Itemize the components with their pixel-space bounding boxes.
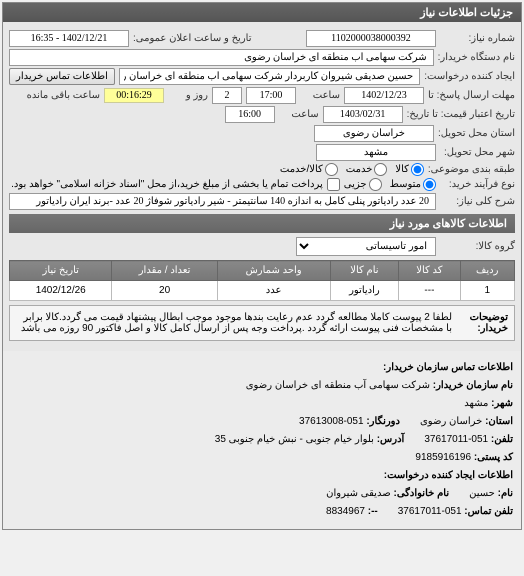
contact-org: شرکت سهامی آب منطقه ای خراسان رضوی bbox=[246, 380, 430, 391]
days-label: روز و bbox=[168, 90, 208, 101]
purchase-opt-1: جزیی bbox=[344, 179, 367, 190]
contact-addr: بلوار خیام جنوبی - نبش خیام جنوبی 35 bbox=[215, 434, 374, 445]
contact-postal-label: کد پستی: bbox=[474, 452, 513, 463]
cell-row: 1 bbox=[460, 281, 514, 301]
cell-qty: 20 bbox=[112, 281, 217, 301]
contact-org-label: نام سازمان خریدار: bbox=[433, 380, 513, 391]
delivery-state-input[interactable] bbox=[314, 125, 434, 142]
creator-int: 8834967 bbox=[326, 506, 365, 517]
description-label: توضیحات خریدار: bbox=[458, 312, 508, 334]
description-box: توضیحات خریدار: لطفا 2 پیوست کاملا مطالع… bbox=[9, 305, 515, 341]
response-time-input[interactable] bbox=[246, 87, 296, 104]
purchase-radio-1[interactable] bbox=[423, 178, 436, 191]
purchase-radio-minor[interactable]: جزیی bbox=[344, 178, 382, 191]
contact-addr-label: آدرس: bbox=[377, 434, 405, 445]
response-date-input[interactable] bbox=[344, 87, 424, 104]
public-date-label: تاریخ و ساعت اعلان عمومی: bbox=[133, 33, 252, 44]
creator-int-label: --: bbox=[368, 506, 378, 517]
buyer-org-label: نام دستگاه خریدار: bbox=[438, 52, 515, 63]
validity-time-input[interactable] bbox=[225, 106, 275, 123]
general-title-input[interactable] bbox=[9, 193, 436, 210]
purchase-opt-0: متوسط bbox=[390, 179, 421, 190]
contact-city: مشهد bbox=[464, 398, 488, 409]
col-date: تاریخ نیاز bbox=[10, 261, 112, 281]
contact-state: خراسان رضوی bbox=[420, 416, 482, 427]
table-header-row: ردیف کد کالا نام کالا واحد شمارش تعداد /… bbox=[10, 261, 515, 281]
contact-section: اطلاعات تماس سازمان خریدار: نام سازمان خ… bbox=[3, 351, 521, 529]
budget-radio-both[interactable]: کالا/خدمت bbox=[280, 163, 338, 176]
budget-type-label: طبقه بندی موضوعی: bbox=[428, 164, 515, 175]
budget-opt-1: خدمت bbox=[346, 164, 373, 175]
creator-title: اطلاعات ایجاد کننده درخواست: bbox=[384, 470, 513, 481]
goods-group-label: گروه کالا: bbox=[440, 241, 515, 252]
creator-tel: 051-37617011 bbox=[398, 506, 462, 517]
public-date-input[interactable] bbox=[9, 30, 129, 47]
contact-button[interactable]: اطلاعات تماس خریدار bbox=[9, 68, 115, 85]
main-panel: جزئیات اطلاعات نیاز شماره نیاز: تاریخ و … bbox=[2, 2, 522, 530]
contact-fax-label: دورنگار: bbox=[366, 416, 400, 427]
goods-section-title: اطلاعات کالاهای مورد نیاز bbox=[9, 214, 515, 233]
cell-code: --- bbox=[399, 281, 460, 301]
purchase-radio-med[interactable]: متوسط bbox=[390, 178, 436, 191]
requester-label: ایجاد کننده درخواست: bbox=[424, 71, 515, 82]
response-deadline-label: مهلت ارسال پاسخ: تا bbox=[428, 90, 515, 101]
form-area: شماره نیاز: تاریخ و ساعت اعلان عمومی: نا… bbox=[3, 22, 521, 351]
col-name: نام کالا bbox=[330, 261, 399, 281]
delivery-city-label: شهر محل تحویل: bbox=[440, 147, 515, 158]
buyer-org-input[interactable] bbox=[9, 49, 434, 66]
cell-unit: عدد bbox=[217, 281, 330, 301]
contact-phone: 051-37617011 bbox=[424, 434, 488, 445]
budget-radio-2[interactable] bbox=[374, 163, 387, 176]
remaining-label: ساعت باقی مانده bbox=[27, 90, 100, 101]
contact-phone-label: تلفن: bbox=[491, 434, 513, 445]
purchase-radio-2[interactable] bbox=[369, 178, 382, 191]
delivery-city-input[interactable] bbox=[316, 144, 436, 161]
budget-radio-group: کالا خدمت کالا/خدمت bbox=[280, 163, 424, 176]
budget-opt-2: کالا/خدمت bbox=[280, 164, 323, 175]
creator-name-label: نام: bbox=[498, 488, 513, 499]
panel-title: جزئیات اطلاعات نیاز bbox=[3, 3, 521, 22]
purchase-note-checkbox[interactable] bbox=[327, 178, 340, 191]
col-unit: واحد شمارش bbox=[217, 261, 330, 281]
response-time-label: ساعت bbox=[300, 90, 340, 101]
budget-radio-service[interactable]: خدمت bbox=[346, 163, 388, 176]
contact-postal: 9185916196 bbox=[415, 452, 471, 463]
cell-date: 1402/12/26 bbox=[10, 281, 112, 301]
contact-fax: 051-37613008 bbox=[299, 416, 364, 427]
col-qty: تعداد / مقدار bbox=[112, 261, 217, 281]
col-row: ردیف bbox=[460, 261, 514, 281]
validity-date-input[interactable] bbox=[323, 106, 403, 123]
goods-group-select[interactable]: امور تاسیساتی bbox=[296, 237, 436, 256]
purchase-type-label: نوع فرآیند خرید: bbox=[440, 179, 515, 190]
general-title-label: شرح کلی نیاز: bbox=[440, 196, 515, 207]
budget-radio-1[interactable] bbox=[411, 163, 424, 176]
budget-opt-0: کالا bbox=[395, 164, 409, 175]
countdown-display: 00:16:29 bbox=[104, 88, 164, 103]
budget-radio-kala[interactable]: کالا bbox=[395, 163, 424, 176]
creator-family: صدیقی شیروان bbox=[326, 488, 391, 499]
goods-table: ردیف کد کالا نام کالا واحد شمارش تعداد /… bbox=[9, 260, 515, 301]
validity-label: تاریخ اعتبار قیمت: تا تاریخ: bbox=[407, 109, 515, 120]
creator-tel-label: تلفن تماس: bbox=[464, 506, 513, 517]
requester-input[interactable] bbox=[119, 68, 420, 85]
budget-radio-3[interactable] bbox=[325, 163, 338, 176]
purchase-radio-group: متوسط جزیی bbox=[344, 178, 436, 191]
creator-family-label: نام خانوادگی: bbox=[393, 488, 449, 499]
validity-time-label: ساعت bbox=[279, 109, 319, 120]
creator-name: حسین bbox=[469, 488, 495, 499]
contact-state-label: استان: bbox=[485, 416, 513, 427]
req-num-label: شماره نیاز: bbox=[440, 33, 515, 44]
days-input[interactable] bbox=[212, 87, 242, 104]
description-text: لطفا 2 پیوست کاملا مطالعه گردد عدم رعایت… bbox=[16, 312, 452, 334]
purchase-note: پرداخت تمام یا بخشی از مبلغ خرید،از محل … bbox=[11, 179, 323, 190]
delivery-state-label: استان محل تحویل: bbox=[438, 128, 515, 139]
col-code: کد کالا bbox=[399, 261, 460, 281]
cell-name: رادیاتور bbox=[330, 281, 399, 301]
contact-title: اطلاعات تماس سازمان خریدار: bbox=[383, 362, 513, 373]
contact-city-label: شهر: bbox=[491, 398, 513, 409]
table-row[interactable]: 1 --- رادیاتور عدد 20 1402/12/26 bbox=[10, 281, 515, 301]
req-num-input[interactable] bbox=[306, 30, 436, 47]
